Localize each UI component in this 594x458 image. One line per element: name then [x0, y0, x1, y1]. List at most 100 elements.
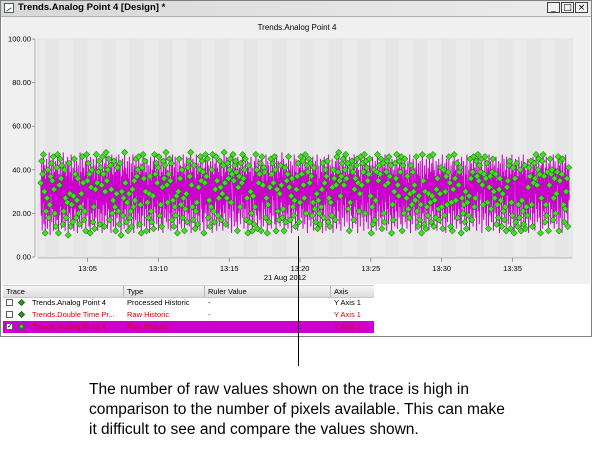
data-point-marker	[111, 203, 119, 211]
data-point-marker	[165, 170, 173, 178]
data-point-marker	[454, 214, 462, 222]
trace-type: Processed Historic	[127, 298, 190, 307]
trend-chart-svg: Trends.Analog Point 4 0.00 20.00 40.00 60.0…	[2, 17, 590, 284]
data-point-marker	[394, 181, 402, 189]
data-point-marker	[389, 201, 396, 209]
data-point-marker	[490, 188, 498, 196]
data-point-marker	[68, 201, 76, 209]
data-point-marker	[236, 203, 244, 211]
data-point-marker	[84, 177, 91, 185]
data-point-marker	[413, 207, 421, 215]
data-point-marker	[156, 212, 164, 220]
close-button[interactable]: ×	[575, 2, 588, 13]
col-header-type[interactable]: Type	[127, 287, 144, 296]
data-point-marker	[72, 214, 80, 222]
col-header-ruler-value[interactable]: Ruler Value	[208, 287, 247, 296]
data-point-marker	[485, 183, 493, 191]
data-point-marker	[565, 164, 573, 172]
data-point-marker	[262, 214, 270, 222]
data-point-marker	[74, 175, 82, 183]
trace-marker-icon	[17, 298, 26, 307]
col-header-axis[interactable]: Axis	[334, 287, 349, 296]
data-point-marker	[554, 153, 562, 161]
data-point-marker	[395, 192, 403, 200]
col-separator[interactable]	[123, 286, 124, 297]
restore-button[interactable]: □	[561, 2, 574, 13]
trace-visible-checkbox[interactable]	[6, 311, 13, 318]
data-point-marker	[292, 185, 300, 193]
data-point-marker	[472, 157, 480, 165]
trace-row[interactable]: Trends.Analog Point 4 Processed Historic…	[3, 297, 374, 309]
data-point-marker	[55, 181, 63, 189]
data-point-marker	[470, 203, 478, 211]
data-point-marker	[148, 218, 156, 226]
data-point-marker	[245, 161, 253, 169]
data-point-marker	[109, 196, 117, 204]
data-point-marker	[92, 185, 99, 193]
data-point-marker	[546, 155, 554, 163]
data-point-marker	[496, 175, 504, 182]
data-point-marker	[329, 166, 337, 174]
data-point-marker	[114, 207, 122, 215]
data-point-marker	[538, 157, 546, 165]
data-point-marker	[234, 183, 242, 191]
data-point-marker	[368, 203, 376, 211]
data-point-marker	[551, 175, 559, 182]
data-point-marker	[141, 157, 149, 165]
data-point-marker	[115, 220, 123, 228]
data-point-marker	[549, 216, 557, 224]
data-point-marker	[199, 168, 207, 176]
x-tick-label: 13:10	[149, 264, 168, 273]
trend-chart[interactable]: Trends.Analog Point 4 0.00 20.00 40.00 60.0…	[2, 17, 590, 284]
data-point-marker	[427, 218, 435, 226]
data-point-marker	[498, 223, 506, 230]
data-point-marker	[237, 159, 245, 167]
data-point-marker	[385, 153, 393, 161]
trace-row[interactable]: Trends.Double Time Pr... Raw Historic - …	[3, 309, 374, 321]
col-separator[interactable]	[204, 286, 205, 297]
data-point-marker	[310, 164, 318, 172]
trace-row[interactable]: ✓ Trends.Analog Point 4 Raw Historic - Y…	[3, 321, 374, 333]
data-point-marker	[204, 214, 212, 222]
data-point-marker	[102, 148, 110, 156]
data-point-marker	[270, 153, 278, 161]
data-point-marker	[366, 192, 374, 200]
title-bar[interactable]: Trends.Analog Point 4 [Design] * _ □ ×	[1, 1, 591, 17]
data-point-marker	[346, 199, 354, 206]
data-point-marker	[279, 205, 287, 213]
data-point-marker	[288, 175, 296, 182]
data-point-marker	[376, 170, 384, 178]
data-point-marker	[373, 151, 381, 158]
data-point-marker	[240, 166, 248, 174]
data-point-marker	[552, 190, 560, 198]
col-header-trace[interactable]: Trace	[6, 287, 25, 296]
y-tick-label: 100.00	[8, 35, 31, 44]
data-point-marker	[43, 194, 51, 202]
data-point-marker	[250, 220, 258, 228]
data-point-marker	[455, 168, 463, 176]
data-point-marker	[177, 201, 185, 209]
trace-visible-checkbox[interactable]	[6, 299, 13, 306]
trace-axis: Y Axis 1	[334, 298, 361, 307]
data-point-marker	[219, 161, 227, 169]
data-point-marker	[108, 209, 116, 217]
data-point-marker	[140, 175, 148, 183]
data-point-marker	[179, 214, 187, 222]
data-point-marker	[59, 220, 67, 228]
data-point-marker	[154, 164, 162, 172]
data-point-marker	[270, 179, 277, 187]
minimize-button[interactable]: _	[547, 2, 560, 13]
col-separator[interactable]	[330, 286, 331, 297]
data-point-marker	[417, 201, 425, 209]
data-point-marker	[120, 194, 128, 202]
data-point-marker	[93, 179, 101, 187]
data-point-marker	[545, 181, 553, 189]
data-point-marker	[46, 201, 54, 209]
trace-visible-checkbox[interactable]: ✓	[6, 323, 13, 330]
data-point-marker	[378, 225, 386, 233]
data-point-marker	[337, 172, 345, 180]
data-point-marker	[344, 205, 352, 213]
data-point-marker	[423, 203, 431, 211]
data-point-marker	[276, 190, 284, 198]
data-point-marker	[229, 151, 237, 158]
